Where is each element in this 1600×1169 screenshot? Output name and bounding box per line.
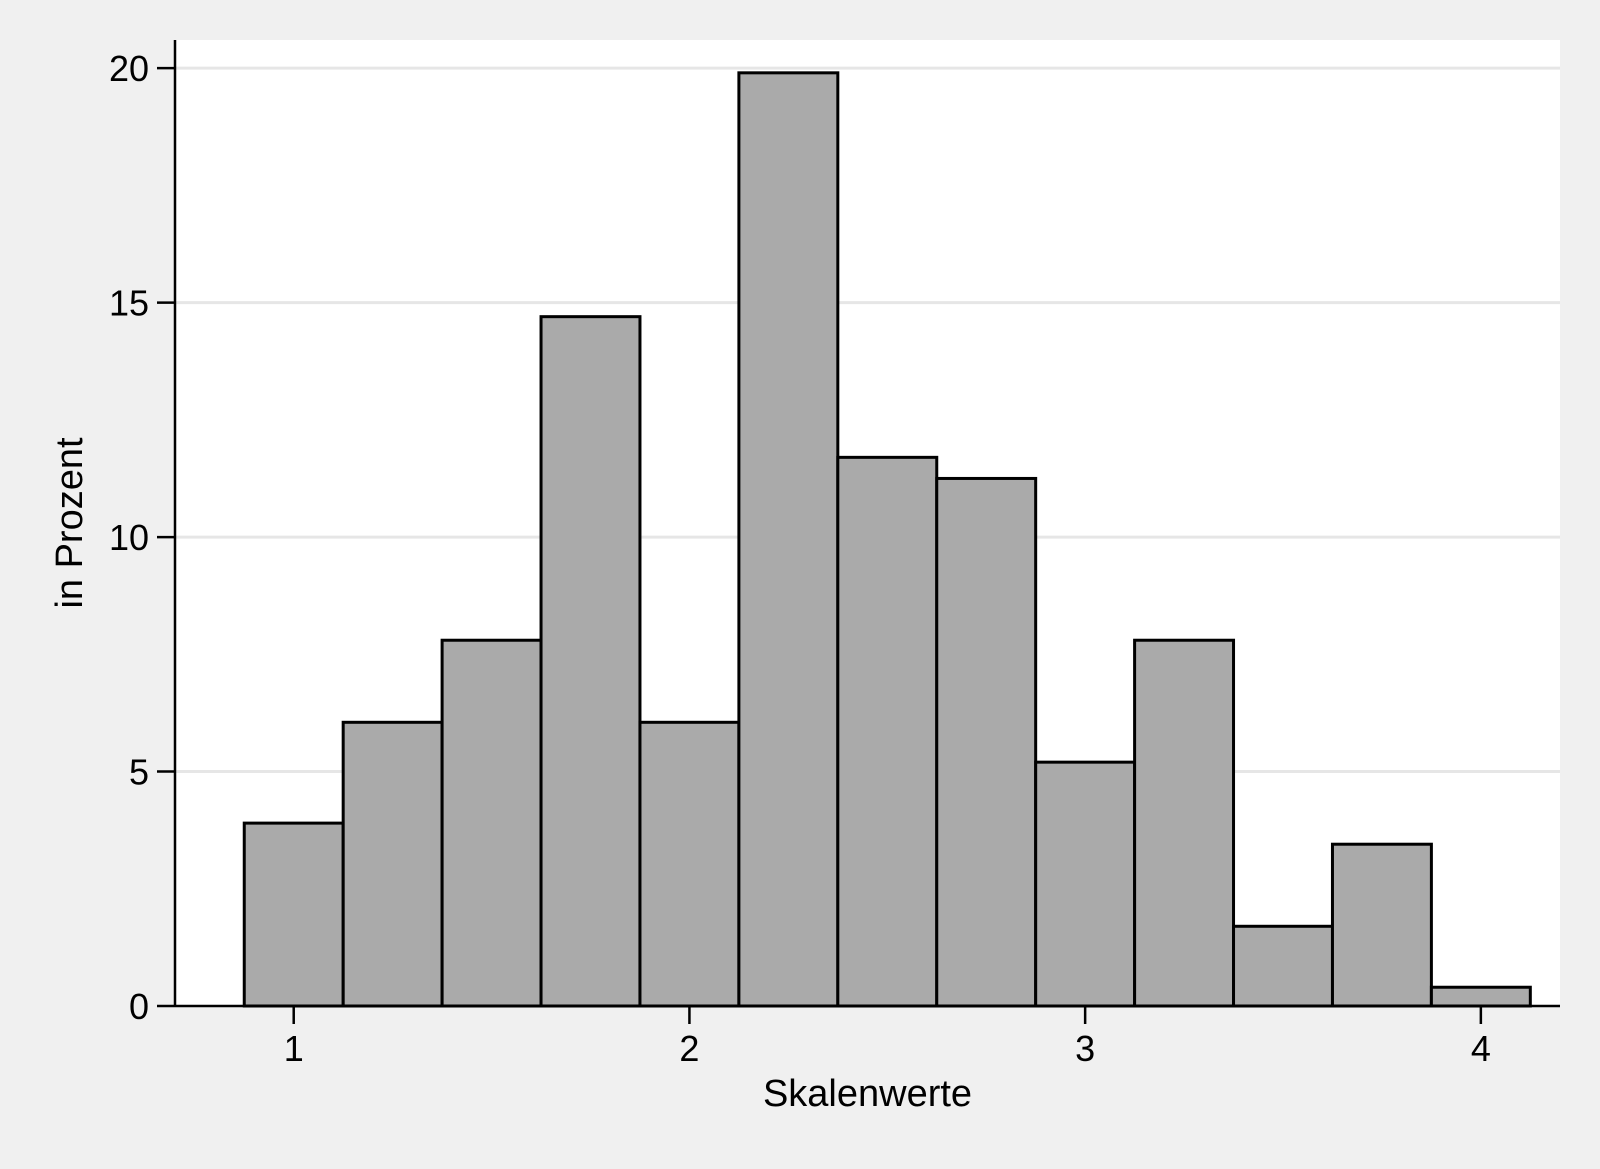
x-tick-label-4: 4 xyxy=(1471,1028,1491,1069)
histogram-bar-13 xyxy=(1429,985,1532,1008)
y-tick-label-15: 15 xyxy=(109,283,149,324)
histogram-bar-9 xyxy=(1034,760,1137,1008)
y-axis-title: in Prozent xyxy=(49,437,91,609)
histogram-bar-6 xyxy=(737,71,840,1008)
histogram-bar-12 xyxy=(1330,842,1433,1008)
y-tick-label-20: 20 xyxy=(109,48,149,89)
x-tick-label-1: 1 xyxy=(284,1028,304,1069)
y-tick-label-5: 5 xyxy=(129,752,149,793)
histogram-bar-7 xyxy=(836,455,939,1008)
y-tick-label-0: 0 xyxy=(129,986,149,1027)
bars xyxy=(242,71,1532,1008)
x-tick-label-2: 2 xyxy=(679,1028,699,1069)
x-axis-title: Skalenwerte xyxy=(763,1073,972,1115)
histogram-bar-8 xyxy=(935,476,1038,1008)
x-tick-label-3: 3 xyxy=(1075,1028,1095,1069)
histogram-bar-2 xyxy=(341,720,444,1008)
y-tick-label-10: 10 xyxy=(109,517,149,558)
histogram-bar-4 xyxy=(539,315,642,1008)
axes: 0 5 10 15 20 1 2 3 4 xyxy=(109,40,1560,1069)
histogram-bar-5 xyxy=(638,720,741,1008)
histogram-bar-11 xyxy=(1232,924,1334,1008)
histogram-bar-10 xyxy=(1133,638,1236,1008)
histogram-bar-3 xyxy=(440,638,543,1008)
histogram-bar-1 xyxy=(242,821,345,1008)
